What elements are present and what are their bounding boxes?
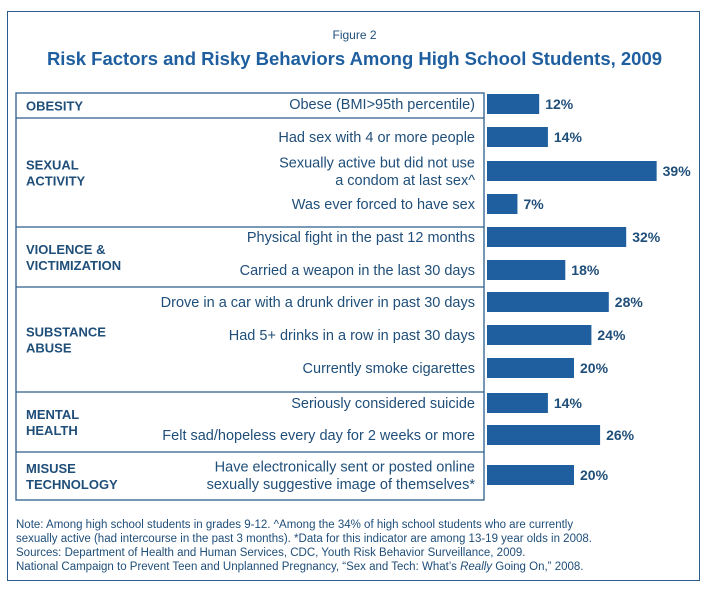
- bar: [487, 292, 609, 312]
- item-label: Have electronically sent or posted onlin…: [215, 459, 475, 475]
- item-label: Currently smoke cigarettes: [303, 361, 475, 377]
- bar: [487, 127, 548, 147]
- bar: [487, 393, 548, 413]
- item-label: Obese (BMI>95th percentile): [289, 97, 475, 113]
- value-label: 14%: [554, 129, 583, 145]
- source-line: Sources: Department of Health and Human …: [16, 547, 526, 559]
- group-label: ACTIVITY: [26, 174, 86, 189]
- group-label: OBESITY: [26, 99, 83, 114]
- bar: [487, 94, 540, 114]
- bar: [487, 358, 574, 378]
- value-label: 24%: [597, 327, 626, 343]
- value-label: 18%: [571, 262, 600, 278]
- value-label: 12%: [545, 96, 574, 112]
- bar: [487, 465, 574, 485]
- value-label: 20%: [580, 467, 609, 483]
- group-label: SEXUAL: [26, 158, 79, 173]
- value-label: 39%: [663, 163, 692, 179]
- bar: [487, 425, 601, 445]
- group-label: TECHNOLOGY: [26, 477, 118, 492]
- value-label: 20%: [580, 360, 609, 376]
- bar: [487, 227, 627, 247]
- note-line: sexually active (had intercourse in the …: [16, 533, 592, 545]
- bar: [487, 161, 657, 181]
- source-line: National Campaign to Prevent Teen and Un…: [16, 560, 706, 574]
- bar: [487, 260, 566, 280]
- chart-title: Risk Factors and Risky Behaviors Among H…: [46, 48, 663, 69]
- item-label: Had sex with 4 or more people: [278, 130, 475, 146]
- value-label: 7%: [523, 196, 544, 212]
- group-label: ABUSE: [26, 341, 72, 356]
- item-label: Carried a weapon in the last 30 days: [240, 263, 475, 279]
- bar: [487, 194, 518, 214]
- group-label: VIOLENCE &: [26, 242, 105, 257]
- item-label: Felt sad/hopeless every day for 2 weeks …: [162, 428, 475, 444]
- item-label: sexually suggestive image of themselves*: [207, 477, 476, 493]
- item-label: Drove in a car with a drunk driver in pa…: [161, 295, 475, 311]
- source-text: Going On,” 2008.: [492, 561, 584, 573]
- value-label: 32%: [632, 229, 661, 245]
- item-label: Was ever forced to have sex: [292, 197, 476, 213]
- item-label: Seriously considered suicide: [291, 396, 475, 412]
- group-label: HEALTH: [26, 423, 78, 438]
- source-emphasis: Really: [460, 561, 493, 573]
- value-label: 26%: [606, 427, 635, 443]
- group-label: MISUSE: [26, 461, 76, 476]
- value-label: 28%: [615, 294, 644, 310]
- group-label: VICTIMIZATION: [26, 258, 121, 273]
- source-text: National Campaign to Prevent Teen and Un…: [16, 561, 461, 573]
- note-line: Note: Among high school students in grad…: [16, 519, 574, 531]
- item-label: Physical fight in the past 12 months: [247, 230, 475, 246]
- group-label: SUBSTANCE: [26, 325, 106, 340]
- bar: [487, 325, 592, 345]
- value-label: 14%: [554, 395, 583, 411]
- group-label: MENTAL: [26, 407, 79, 422]
- notes: Note: Among high school students in grad…: [16, 518, 706, 574]
- item-label: Had 5+ drinks in a row in past 30 days: [229, 328, 475, 344]
- item-label: a condom at last sex^: [335, 173, 475, 189]
- table-outline: [15, 92, 485, 501]
- figure-label: Figure 2: [332, 28, 377, 42]
- item-label: Sexually active but did not use: [279, 155, 475, 171]
